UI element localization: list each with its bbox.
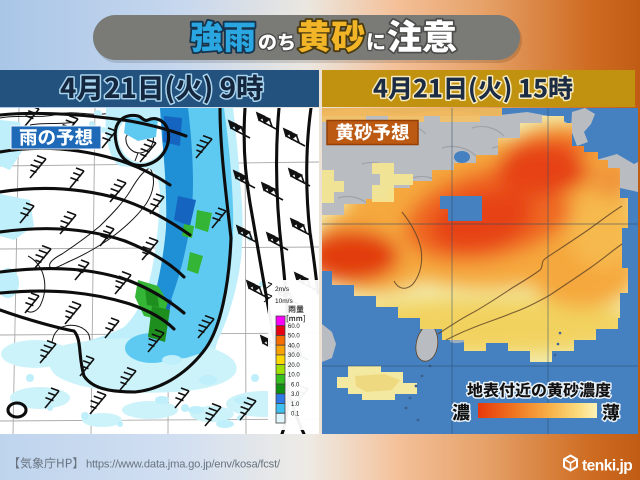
svg-text:10m/s: 10m/s [275, 298, 293, 305]
svg-text:60.0: 60.0 [288, 324, 300, 330]
svg-text:10.0: 10.0 [288, 373, 300, 379]
svg-text:50.0: 50.0 [288, 334, 300, 340]
svg-text:6.0: 6.0 [291, 382, 300, 388]
svg-text:2m/s: 2m/s [275, 286, 290, 293]
svg-text:20.0: 20.0 [288, 363, 300, 369]
svg-text:0.1: 0.1 [291, 412, 300, 418]
svg-text:1.0: 1.0 [291, 402, 300, 408]
svg-text:3.0: 3.0 [291, 392, 300, 398]
svg-text:40.0: 40.0 [288, 344, 300, 350]
svg-text:30.0: 30.0 [288, 353, 300, 359]
svg-text:https://www.data.jma.go.jp/env: https://www.data.jma.go.jp/env/kosa/fcst… [86, 459, 281, 471]
svg-text:tenki.jp: tenki.jp [582, 458, 632, 475]
